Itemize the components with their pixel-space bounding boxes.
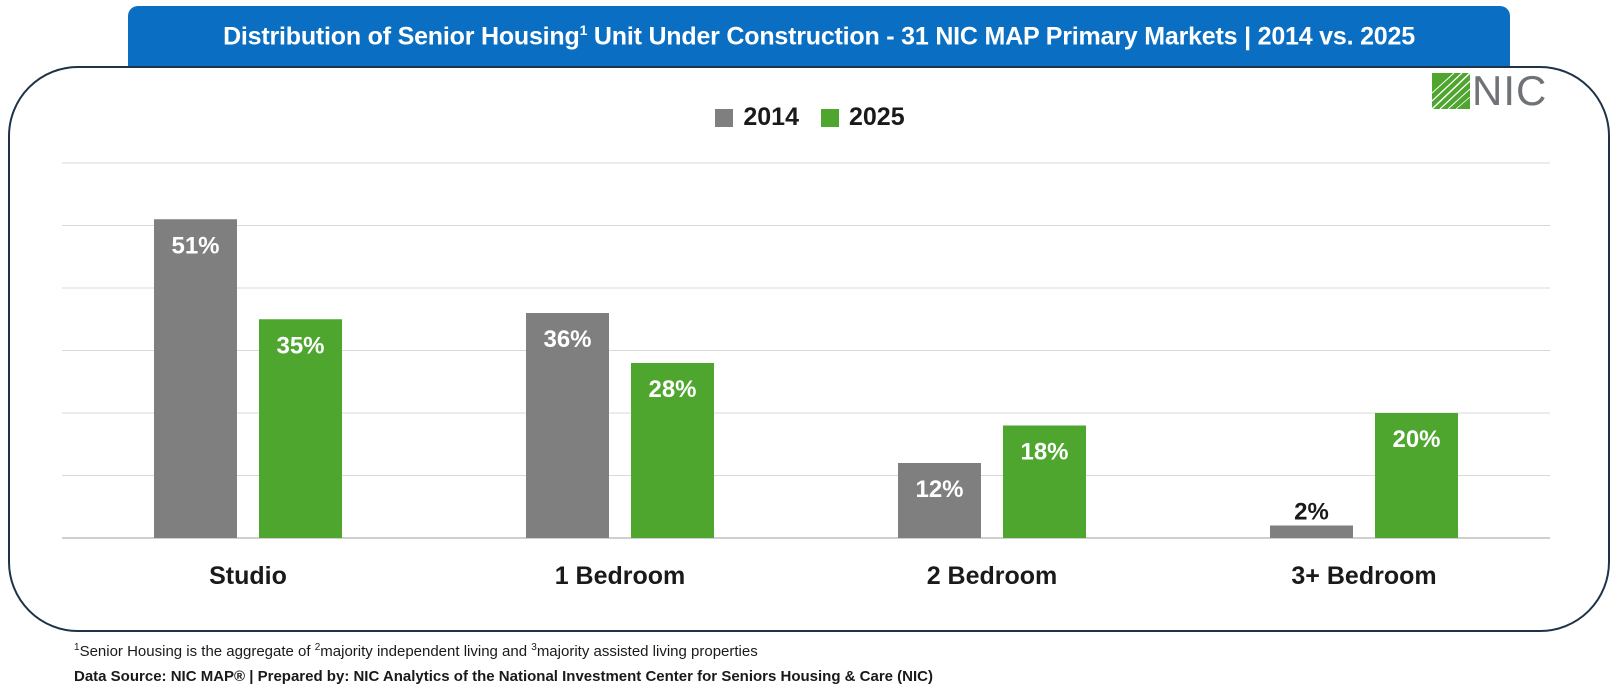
footnote: 1Senior Housing is the aggregate of 2maj… — [74, 642, 758, 660]
x-tick-label: Studio — [209, 562, 287, 590]
legend: 2014 2025 — [0, 103, 1620, 132]
x-tick-label: 2 Bedroom — [927, 562, 1058, 590]
legend-item-2014: 2014 — [715, 103, 799, 132]
data-label: 36% — [543, 326, 591, 353]
title-bar: Distribution of Senior Housing1 Unit Und… — [128, 6, 1510, 68]
chart-title: Distribution of Senior Housing1 Unit Und… — [223, 22, 1415, 51]
data-label: 12% — [915, 476, 963, 503]
data-label: 28% — [648, 376, 696, 403]
legend-swatch-2025 — [821, 108, 839, 127]
bar-2025-2-bedroom — [1003, 425, 1086, 538]
nic-logo-text: NIC — [1472, 67, 1548, 114]
data-source: Data Source: NIC MAP® | Prepared by: NIC… — [74, 668, 934, 685]
nic-logo: NIC — [1432, 70, 1557, 112]
bar-2014-1-bedroom — [526, 313, 609, 538]
chart-frame — [8, 66, 1610, 632]
legend-label-2014: 2014 — [743, 103, 799, 131]
data-label: 20% — [1392, 426, 1440, 453]
x-tick-label: 1 Bedroom — [555, 562, 686, 590]
data-label: 2% — [1294, 499, 1329, 526]
data-label: 51% — [171, 232, 219, 259]
bar-2014-3-bedroom — [1270, 525, 1353, 538]
nic-logo-icon — [1432, 73, 1470, 109]
x-tick-label: 3+ Bedroom — [1291, 562, 1436, 590]
bar-2025-studio — [259, 319, 342, 538]
data-label: 35% — [276, 332, 324, 359]
bar-2014-2-bedroom — [898, 463, 981, 538]
legend-item-2025: 2025 — [821, 103, 905, 132]
bar-2025-1-bedroom — [631, 363, 714, 538]
legend-swatch-2014 — [715, 108, 734, 127]
legend-label-2025: 2025 — [849, 103, 905, 131]
bar-2025-3-bedroom — [1375, 413, 1458, 538]
bar-2014-studio — [154, 219, 237, 538]
data-label: 18% — [1020, 439, 1068, 466]
